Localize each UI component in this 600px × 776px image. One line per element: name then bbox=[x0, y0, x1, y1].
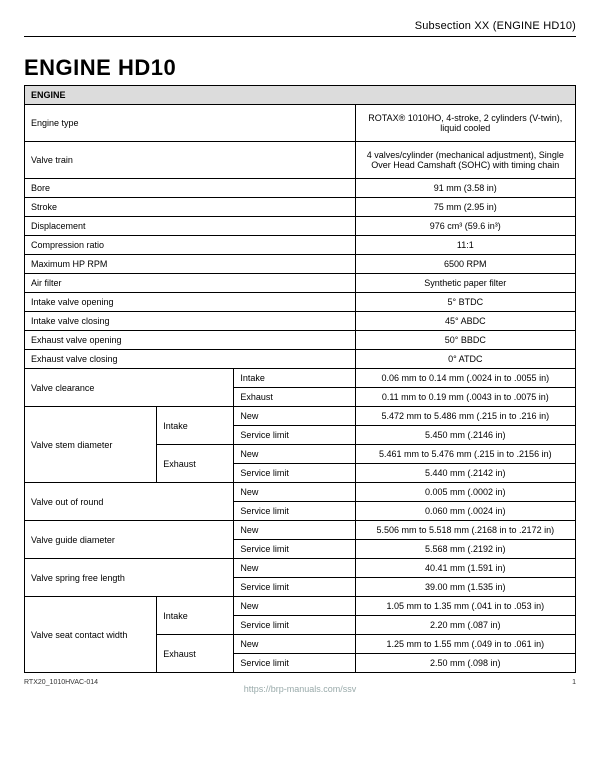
spec-value: 1.05 mm to 1.35 mm (.041 in to .053 in) bbox=[355, 597, 575, 616]
spec-sublabel: New bbox=[234, 483, 355, 502]
table-row: Valve train 4 valves/cylinder (mechanica… bbox=[25, 142, 576, 179]
spec-label: Air filter bbox=[25, 274, 356, 293]
spec-value: 45° ABDC bbox=[355, 312, 575, 331]
spec-sublabel: Service limit bbox=[234, 616, 355, 635]
spec-label: Stroke bbox=[25, 198, 356, 217]
table-row: Exhaust valve closing 0° ATDC bbox=[25, 350, 576, 369]
table-row: Valve out of round New 0.005 mm (.0002 i… bbox=[25, 483, 576, 502]
spec-value: 5.506 mm to 5.518 mm (.2168 in to .2172 … bbox=[355, 521, 575, 540]
table-row: Stroke 75 mm (2.95 in) bbox=[25, 198, 576, 217]
spec-value: 5.568 mm (.2192 in) bbox=[355, 540, 575, 559]
spec-label: Valve stem diameter bbox=[25, 407, 157, 483]
table-section-header-row: ENGINE bbox=[25, 86, 576, 105]
spec-value: 5.440 mm (.2142 in) bbox=[355, 464, 575, 483]
spec-sublabel: Service limit bbox=[234, 578, 355, 597]
spec-value: 5.450 mm (.2146 in) bbox=[355, 426, 575, 445]
page-title: ENGINE HD10 bbox=[24, 55, 576, 81]
table-row: Bore 91 mm (3.58 in) bbox=[25, 179, 576, 198]
spec-sublabel: New bbox=[234, 635, 355, 654]
spec-value: 6500 RPM bbox=[355, 255, 575, 274]
spec-label: Valve spring free length bbox=[25, 559, 234, 597]
spec-label: Valve out of round bbox=[25, 483, 234, 521]
table-row: Valve seat contact width Intake New 1.05… bbox=[25, 597, 576, 616]
spec-sublabel: Intake bbox=[157, 407, 234, 445]
table-row: Intake valve opening 5° BTDC bbox=[25, 293, 576, 312]
table-row: Exhaust valve opening 50° BBDC bbox=[25, 331, 576, 350]
spec-value: 11:1 bbox=[355, 236, 575, 255]
spec-value: 40.41 mm (1.591 in) bbox=[355, 559, 575, 578]
table-row: Engine type ROTAX® 1010HO, 4-stroke, 2 c… bbox=[25, 105, 576, 142]
spec-value: 2.50 mm (.098 in) bbox=[355, 654, 575, 673]
divider bbox=[24, 36, 576, 37]
spec-sublabel: Exhaust bbox=[157, 635, 234, 673]
spec-value: 1.25 mm to 1.55 mm (.049 in to .061 in) bbox=[355, 635, 575, 654]
footer-page-number: 1 bbox=[572, 679, 576, 686]
spec-value: 976 cm³ (59.6 in³) bbox=[355, 217, 575, 236]
spec-value: Synthetic paper filter bbox=[355, 274, 575, 293]
spec-value: 4 valves/cylinder (mechanical adjustment… bbox=[355, 142, 575, 179]
spec-label: Exhaust valve closing bbox=[25, 350, 356, 369]
spec-value: 0.11 mm to 0.19 mm (.0043 in to .0075 in… bbox=[355, 388, 575, 407]
spec-label: Compression ratio bbox=[25, 236, 356, 255]
table-row: Valve stem diameter Intake New 5.472 mm … bbox=[25, 407, 576, 426]
spec-sublabel: Service limit bbox=[234, 502, 355, 521]
spec-label: Valve seat contact width bbox=[25, 597, 157, 673]
spec-sublabel: New bbox=[234, 445, 355, 464]
spec-sublabel: Service limit bbox=[234, 654, 355, 673]
spec-value: ROTAX® 1010HO, 4-stroke, 2 cylinders (V-… bbox=[355, 105, 575, 142]
engine-spec-table: ENGINE Engine type ROTAX® 1010HO, 4-stro… bbox=[24, 85, 576, 673]
spec-sublabel: New bbox=[234, 597, 355, 616]
spec-value: 5.461 mm to 5.476 mm (.215 in to .2156 i… bbox=[355, 445, 575, 464]
spec-label: Intake valve opening bbox=[25, 293, 356, 312]
spec-value: 5.472 mm to 5.486 mm (.215 in to .216 in… bbox=[355, 407, 575, 426]
watermark-url: https://brp-manuals.com/ssv bbox=[24, 684, 576, 694]
spec-value: 50° BBDC bbox=[355, 331, 575, 350]
spec-label: Valve train bbox=[25, 142, 356, 179]
spec-value: 75 mm (2.95 in) bbox=[355, 198, 575, 217]
spec-label: Valve guide diameter bbox=[25, 521, 234, 559]
table-row: Valve spring free length New 40.41 mm (1… bbox=[25, 559, 576, 578]
spec-label: Exhaust valve opening bbox=[25, 331, 356, 350]
spec-sublabel: Service limit bbox=[234, 540, 355, 559]
spec-value: 0.06 mm to 0.14 mm (.0024 in to .0055 in… bbox=[355, 369, 575, 388]
spec-sublabel: Service limit bbox=[234, 426, 355, 445]
footer-doc-id: RTX20_1010HVAC-014 bbox=[24, 679, 98, 686]
table-row: Displacement 976 cm³ (59.6 in³) bbox=[25, 217, 576, 236]
spec-value: 0° ATDC bbox=[355, 350, 575, 369]
spec-label: Valve clearance bbox=[25, 369, 234, 407]
spec-value: 0.060 mm (.0024 in) bbox=[355, 502, 575, 521]
table-row: Intake valve closing 45° ABDC bbox=[25, 312, 576, 331]
table-row: Maximum HP RPM 6500 RPM bbox=[25, 255, 576, 274]
spec-value: 5° BTDC bbox=[355, 293, 575, 312]
spec-sublabel: New bbox=[234, 407, 355, 426]
subsection-label: Subsection XX (ENGINE HD10) bbox=[24, 20, 576, 32]
spec-value: 0.005 mm (.0002 in) bbox=[355, 483, 575, 502]
table-row: Compression ratio 11:1 bbox=[25, 236, 576, 255]
spec-sublabel: New bbox=[234, 559, 355, 578]
spec-label: Intake valve closing bbox=[25, 312, 356, 331]
spec-sublabel: Service limit bbox=[234, 464, 355, 483]
spec-value: 39.00 mm (1.535 in) bbox=[355, 578, 575, 597]
table-row: Air filter Synthetic paper filter bbox=[25, 274, 576, 293]
spec-sublabel: Intake bbox=[157, 597, 234, 635]
spec-sublabel: Intake bbox=[234, 369, 355, 388]
spec-sublabel: Exhaust bbox=[157, 445, 234, 483]
table-row: Valve clearance Intake 0.06 mm to 0.14 m… bbox=[25, 369, 576, 388]
spec-value: 2.20 mm (.087 in) bbox=[355, 616, 575, 635]
table-row: Valve guide diameter New 5.506 mm to 5.5… bbox=[25, 521, 576, 540]
spec-label: Bore bbox=[25, 179, 356, 198]
spec-sublabel: Exhaust bbox=[234, 388, 355, 407]
spec-label: Displacement bbox=[25, 217, 356, 236]
spec-label: Engine type bbox=[25, 105, 356, 142]
spec-value: 91 mm (3.58 in) bbox=[355, 179, 575, 198]
spec-sublabel: New bbox=[234, 521, 355, 540]
section-header: ENGINE bbox=[25, 86, 576, 105]
spec-label: Maximum HP RPM bbox=[25, 255, 356, 274]
